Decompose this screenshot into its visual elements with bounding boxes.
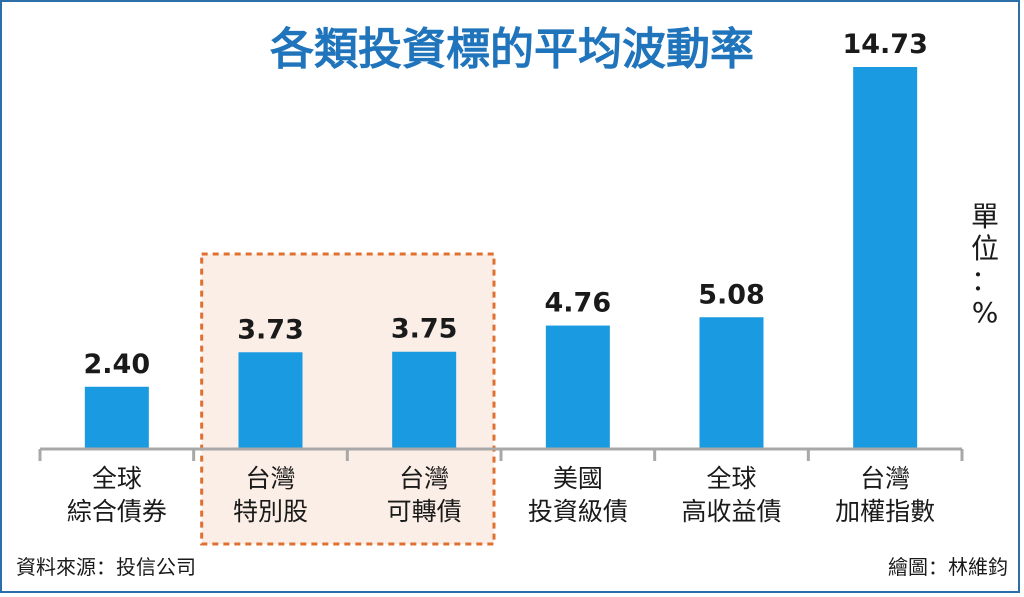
bar <box>238 352 303 449</box>
chart-title: 各類投資標的平均波動率 <box>270 24 754 75</box>
bar <box>84 386 149 449</box>
category-label: 台灣 <box>245 464 295 493</box>
bar <box>853 67 918 449</box>
source-note: 資料來源：投信公司 <box>16 555 196 579</box>
category-label: 投資級債 <box>528 497 628 526</box>
bars-layer <box>84 67 918 449</box>
data-label: 2.40 <box>84 349 151 380</box>
category-label: 特別股 <box>233 497 308 526</box>
unit-label-char: % <box>972 296 999 329</box>
category-label: 台灣 <box>860 464 910 493</box>
category-label: 可轉債 <box>387 497 462 526</box>
category-label: 綜合債券 <box>67 497 167 526</box>
bar <box>392 351 457 449</box>
category-label: 加權指數 <box>835 497 935 526</box>
data-label: 4.76 <box>545 288 612 319</box>
x-axis-ticks <box>38 449 964 461</box>
bar <box>699 317 764 449</box>
category-label: 全球 <box>706 464 756 493</box>
category-label: 高收益債 <box>681 497 781 526</box>
unit-label-char: 位 <box>971 232 999 265</box>
unit-label: 單位：% <box>971 200 999 329</box>
credit-note: 繪圖：林維鈞 <box>888 555 1008 579</box>
unit-label-char: ： <box>971 264 999 297</box>
category-label: 台灣 <box>399 464 449 493</box>
unit-label-char: 單 <box>971 200 999 233</box>
data-label: 3.75 <box>391 314 458 345</box>
data-label: 3.73 <box>237 314 304 345</box>
data-label: 14.73 <box>842 29 927 60</box>
category-label: 全球 <box>92 464 142 493</box>
category-label: 美國 <box>553 464 603 493</box>
bar <box>545 325 610 449</box>
data-label: 5.08 <box>698 279 765 310</box>
